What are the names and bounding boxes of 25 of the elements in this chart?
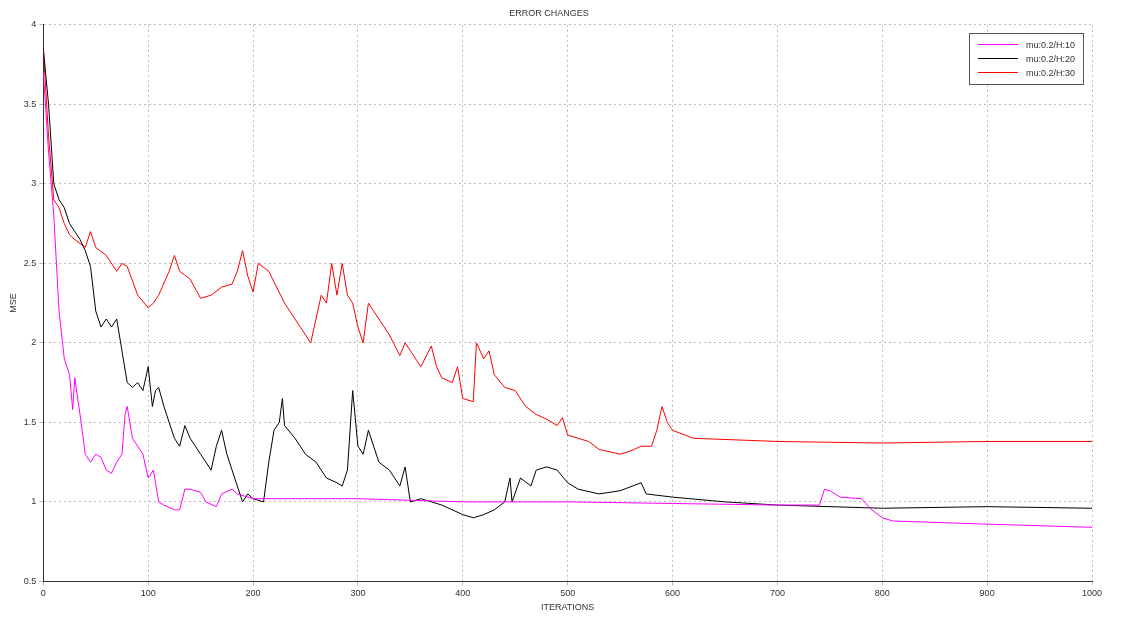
legend-label: mu:0.2/H:10: [1025, 38, 1075, 52]
x-tick-label: 800: [874, 588, 890, 599]
x-tick-label: 300: [350, 588, 366, 599]
y-tick-label: 4: [31, 19, 37, 30]
y-tick-label: 0.5: [23, 575, 37, 586]
x-tick-label: 500: [560, 588, 576, 599]
x-tick-label: 600: [665, 588, 681, 599]
chart-title: ERROR CHANGES: [509, 7, 589, 18]
y-axis-title: MSE: [7, 293, 18, 313]
y-tick-label: 3: [31, 178, 37, 189]
y-tick-label: 1.5: [23, 416, 37, 427]
x-axis-title: ITERATIONS: [540, 602, 595, 613]
x-tick-label: 900: [979, 588, 995, 599]
y-tick-label: 2: [31, 337, 37, 348]
y-tick-label: 3.5: [23, 98, 37, 109]
y-tick-label: 1: [31, 496, 37, 507]
legend-label: mu:0.2/H:20: [1025, 52, 1075, 66]
x-tick-label: 700: [769, 588, 785, 599]
y-tick-label: 2.5: [23, 257, 37, 268]
legend-label: mu:0.2/H:30: [1025, 66, 1075, 80]
x-tick-label: 1000: [1081, 588, 1103, 599]
x-tick-label: 200: [245, 588, 261, 599]
x-tick-label: 400: [455, 588, 471, 599]
x-tick-label: 0: [40, 588, 46, 599]
x-tick-label: 100: [140, 588, 156, 599]
